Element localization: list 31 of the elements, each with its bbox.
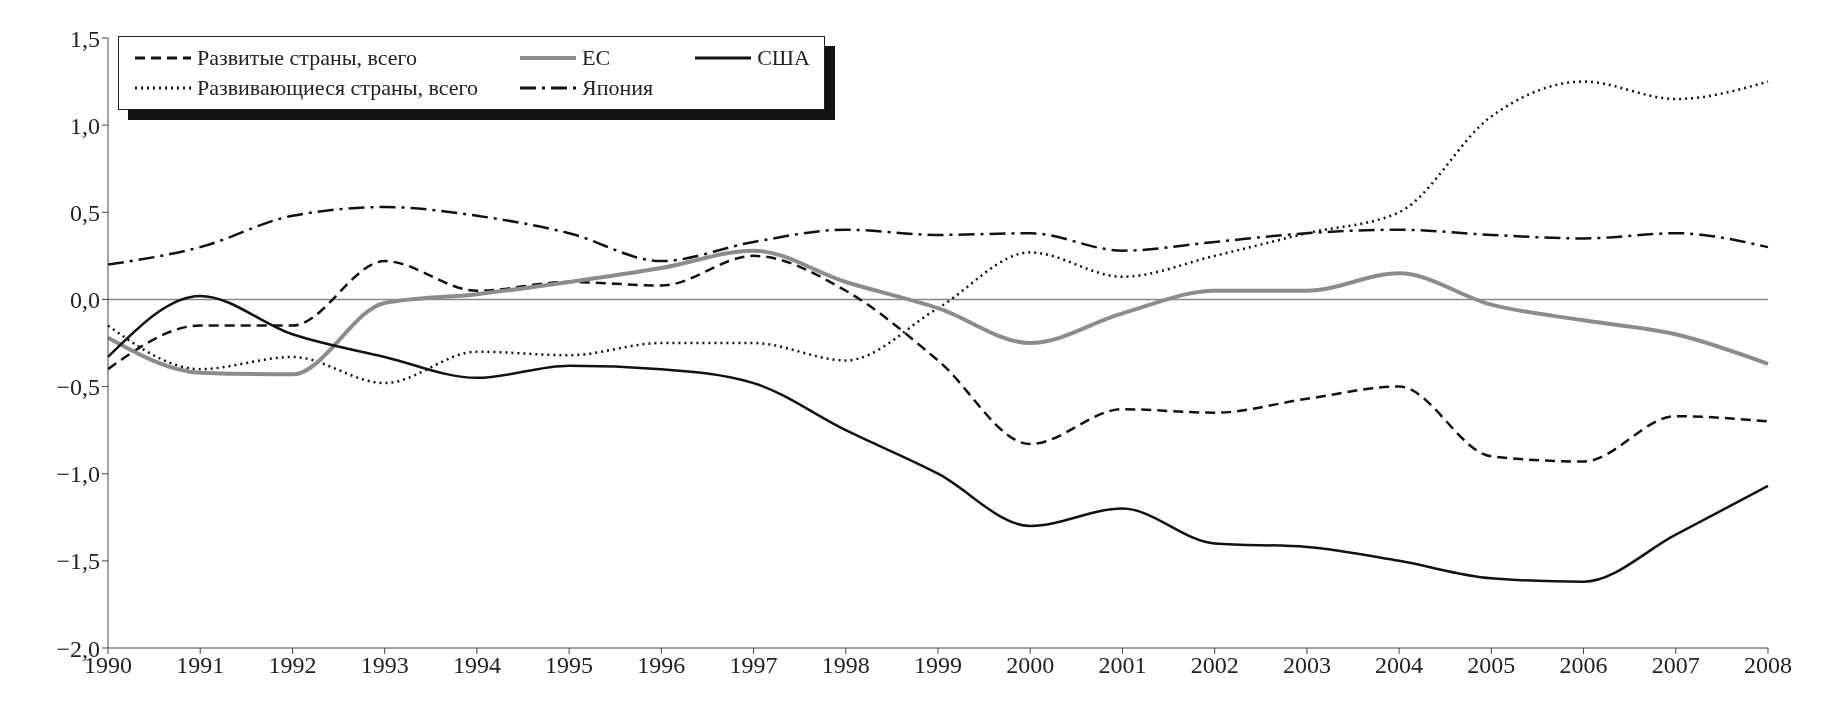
x-tick-label: 2004 bbox=[1375, 652, 1424, 679]
y-tick-label: −1,5 bbox=[56, 548, 100, 575]
line-series bbox=[106, 248, 1770, 377]
x-tick-label: 1999 bbox=[914, 652, 962, 679]
legend-label: Развитые страны, всего bbox=[197, 45, 418, 71]
y-tick-label: −0,5 bbox=[56, 374, 100, 401]
legend-label: Развивающиеся страны, всего bbox=[197, 75, 479, 101]
x-tick-label: 2003 bbox=[1282, 652, 1331, 679]
y-tick-label: 0,0 bbox=[70, 286, 100, 313]
x-tick-label: 2008 bbox=[1744, 652, 1792, 679]
x-tick-label: 2001 bbox=[1098, 652, 1147, 679]
x-tick-label: 1992 bbox=[268, 652, 317, 679]
x-tick-label: 1991 bbox=[176, 652, 225, 679]
x-tick-label: 2002 bbox=[1190, 652, 1239, 679]
x-tick-label: 1993 bbox=[360, 652, 409, 679]
y-tick-label: −1,0 bbox=[56, 461, 100, 488]
legend-label: ЕС bbox=[582, 45, 611, 71]
x-tick-label: 1998 bbox=[821, 652, 870, 679]
x-tick-label: 2000 bbox=[1006, 652, 1055, 679]
y-tick-label: 0,5 bbox=[70, 199, 100, 226]
legend-label: США bbox=[757, 45, 810, 71]
x-tick-label: 2007 bbox=[1651, 652, 1700, 679]
x-tick-label: 2006 bbox=[1559, 652, 1608, 679]
legend-label: Япония bbox=[582, 75, 654, 101]
x-tick-label: 1996 bbox=[637, 652, 686, 679]
x-tick-label: 1995 bbox=[545, 652, 594, 679]
x-tick-label: 1997 bbox=[729, 652, 778, 679]
y-tick-label: 1,0 bbox=[70, 112, 100, 139]
x-tick-label: 2005 bbox=[1467, 652, 1516, 679]
y-tick-label: 1,5 bbox=[70, 25, 100, 52]
x-tick-label: 1994 bbox=[452, 652, 501, 679]
